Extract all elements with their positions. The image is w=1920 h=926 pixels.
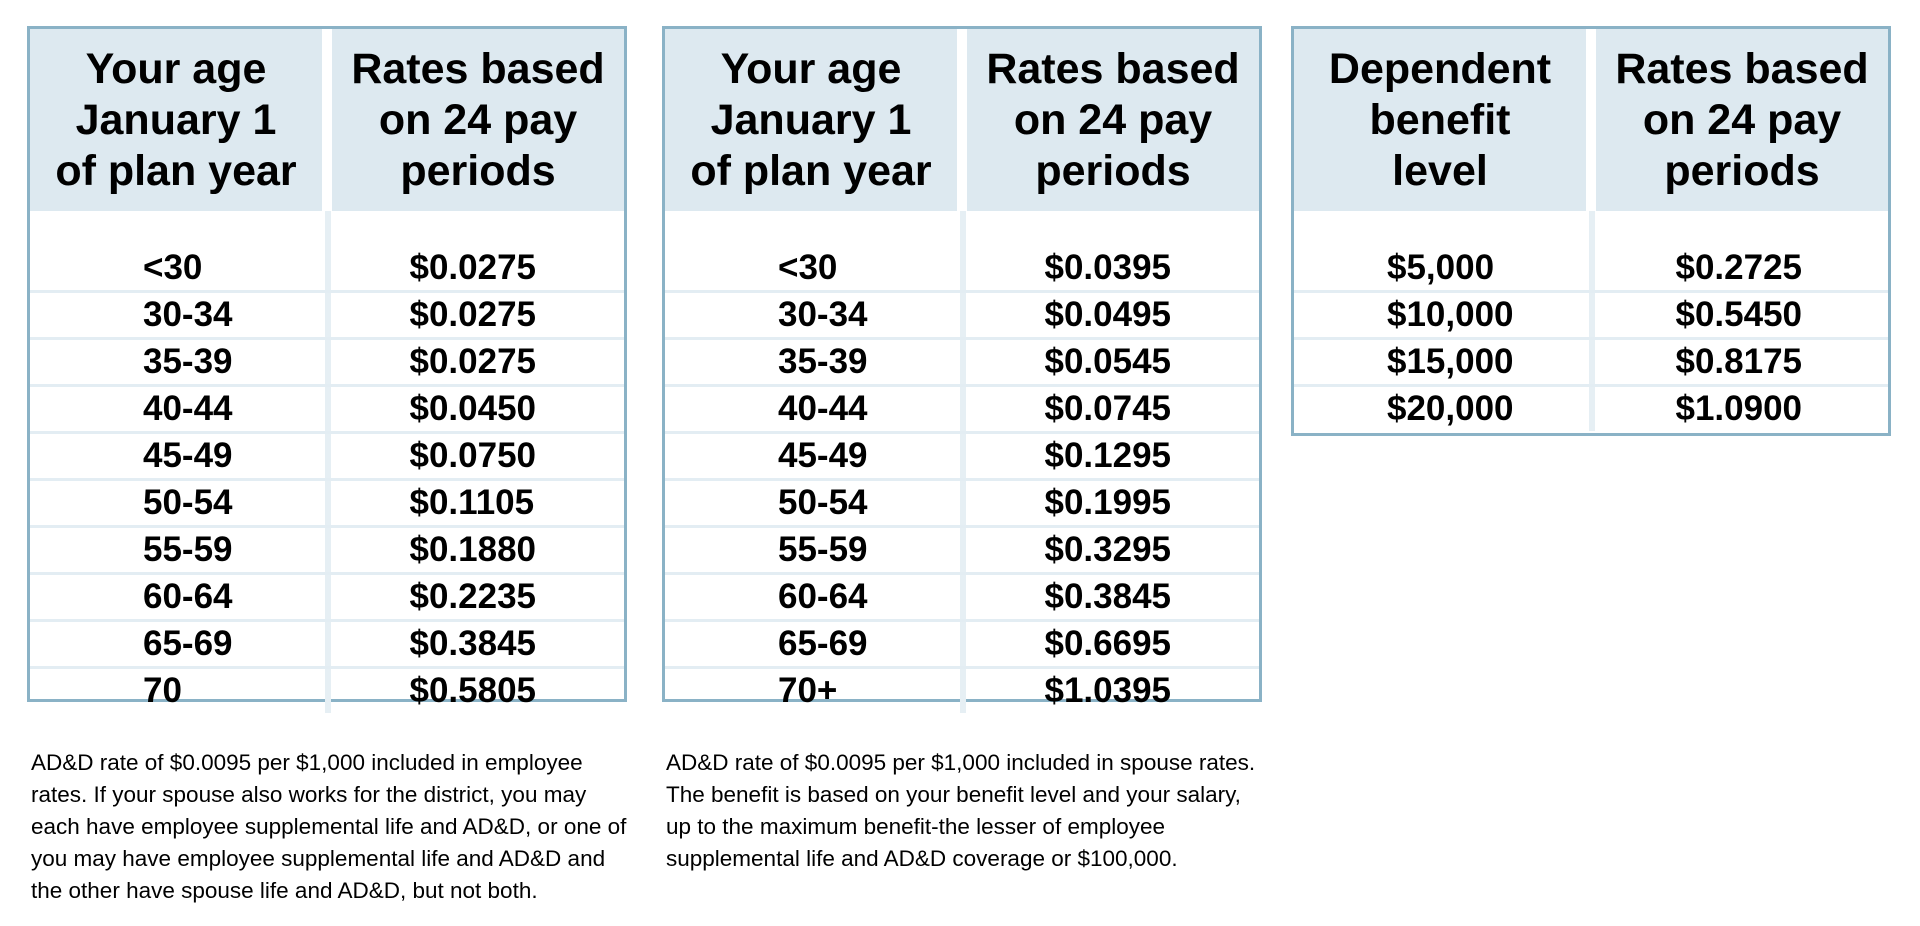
rate-cell: $0.5450 (1675, 295, 1803, 334)
age-cell: <30 (778, 248, 838, 287)
employee-rate-table: Your age January 1 of plan year Rates ba… (27, 26, 627, 713)
table-row: 55-59 $0.1880 (30, 528, 624, 575)
rate-cell: $0.2235 (409, 577, 537, 616)
column-header-age: Your age January 1 of plan year (665, 29, 957, 211)
rate-cell: $0.1105 (409, 483, 535, 522)
rate-cell: $0.0275 (409, 295, 537, 334)
rate-cell: $0.0745 (1044, 389, 1172, 428)
spouse-footnote: AD&D rate of $0.0095 per $1,000 included… (666, 749, 1256, 871)
employee-footnote: AD&D rate of $0.0095 per $1,000 included… (31, 749, 627, 903)
table-body: $5,000 $0.2725 $10,000 $0.5450 $15,000 $0.8… (1294, 211, 1888, 431)
age-cell: 50-54 (778, 483, 868, 522)
table-header-row: Your age January 1 of plan year Rates ba… (665, 29, 1259, 211)
age-cell: 65-69 (143, 624, 233, 663)
rate-cell: $0.8175 (1675, 342, 1803, 381)
age-cell: 35-39 (143, 342, 233, 381)
rate-cell: $0.3295 (1044, 530, 1172, 569)
age-cell: 35-39 (778, 342, 868, 381)
table-body: <30 $0.0275 30-34 $0.0275 35-39 $0.0275 40-… (30, 211, 624, 713)
rate-cell: $0.5805 (409, 671, 537, 710)
table-row: <30 $0.0395 (665, 246, 1259, 293)
age-cell: 70+ (778, 671, 838, 710)
table-row: 35-39 $0.0275 (30, 340, 624, 387)
table-row: $20,000 $1.0900 (1294, 387, 1888, 431)
age-cell: 40-44 (143, 389, 233, 428)
rate-cell: $0.1880 (409, 530, 537, 569)
age-cell: 45-49 (143, 436, 233, 475)
rate-cell: $1.0900 (1675, 389, 1803, 428)
age-cell: 55-59 (143, 530, 233, 569)
table-row: 50-54 $0.1995 (665, 481, 1259, 528)
age-cell: <30 (143, 248, 203, 287)
age-cell: 45-49 (778, 436, 868, 475)
age-cell: 65-69 (778, 624, 868, 663)
column-header-rate: Rates based on 24 pay periods (967, 29, 1259, 211)
table-row: 30-34 $0.0275 (30, 293, 624, 340)
table-row: 40-44 $0.0450 (30, 387, 624, 434)
column-header-benefit-level: Dependent benefit level (1294, 29, 1586, 211)
column-header-rate: Rates based on 24 pay periods (1596, 29, 1888, 211)
age-cell: 50-54 (143, 483, 233, 522)
rate-cell: $0.0275 (409, 342, 537, 381)
rate-cell: $0.0495 (1044, 295, 1172, 334)
benefit-level-cell: $5,000 (1387, 248, 1495, 287)
age-cell: 70 (143, 671, 182, 710)
rate-cell: $0.0750 (409, 436, 537, 475)
rate-cell: $0.3845 (1044, 577, 1172, 616)
rate-cell: $0.0545 (1044, 342, 1172, 381)
table-row: 45-49 $0.0750 (30, 434, 624, 481)
column-header-rate: Rates based on 24 pay periods (332, 29, 624, 211)
rate-cell: $0.0395 (1044, 248, 1172, 287)
table-body: <30 $0.0395 30-34 $0.0495 35-39 $0.0545 40-… (665, 211, 1259, 713)
age-cell: 30-34 (143, 295, 233, 334)
table-row: 45-49 $0.1295 (665, 434, 1259, 481)
table-row: 50-54 $0.1105 (30, 481, 624, 528)
table-row: $10,000 $0.5450 (1294, 293, 1888, 340)
rate-cell: $0.1995 (1044, 483, 1172, 522)
dependent-rate-table: Dependent benefit level Rates based on 2… (1291, 26, 1891, 436)
rate-cell: $1.0395 (1044, 671, 1172, 710)
benefit-level-cell: $20,000 (1387, 389, 1514, 428)
age-cell: 60-64 (778, 577, 868, 616)
table-row: 70+ $1.0395 (665, 669, 1259, 713)
benefit-level-cell: $15,000 (1387, 342, 1514, 381)
table-row: $15,000 $0.8175 (1294, 340, 1888, 387)
table-row: $5,000 $0.2725 (1294, 246, 1888, 293)
rate-cell: $0.3845 (409, 624, 537, 663)
table-row: 60-64 $0.2235 (30, 575, 624, 622)
table-row: 65-69 $0.6695 (665, 622, 1259, 669)
table-row: 70 $0.5805 (30, 669, 624, 713)
age-cell: 30-34 (778, 295, 868, 334)
column-header-age: Your age January 1 of plan year (30, 29, 322, 211)
table-row: 30-34 $0.0495 (665, 293, 1259, 340)
age-cell: 60-64 (143, 577, 233, 616)
benefit-level-cell: $10,000 (1387, 295, 1514, 334)
table-header-row: Your age January 1 of plan year Rates ba… (30, 29, 624, 211)
table-row: <30 $0.0275 (30, 246, 624, 293)
spouse-rate-table: Your age January 1 of plan year Rates ba… (662, 26, 1262, 713)
table-row: 40-44 $0.0745 (665, 387, 1259, 434)
table-row: 55-59 $0.3295 (665, 528, 1259, 575)
rate-cell: $0.2725 (1675, 248, 1803, 287)
table-row: 60-64 $0.3845 (665, 575, 1259, 622)
rate-cell: $0.1295 (1044, 436, 1172, 475)
age-cell: 55-59 (778, 530, 868, 569)
rate-cell: $0.0275 (409, 248, 537, 287)
table-row: 35-39 $0.0545 (665, 340, 1259, 387)
age-cell: 40-44 (778, 389, 868, 428)
table-header-row: Dependent benefit level Rates based on 2… (1294, 29, 1888, 211)
rate-cell: $0.6695 (1044, 624, 1172, 663)
table-row: 65-69 $0.3845 (30, 622, 624, 669)
rate-cell: $0.0450 (409, 389, 537, 428)
